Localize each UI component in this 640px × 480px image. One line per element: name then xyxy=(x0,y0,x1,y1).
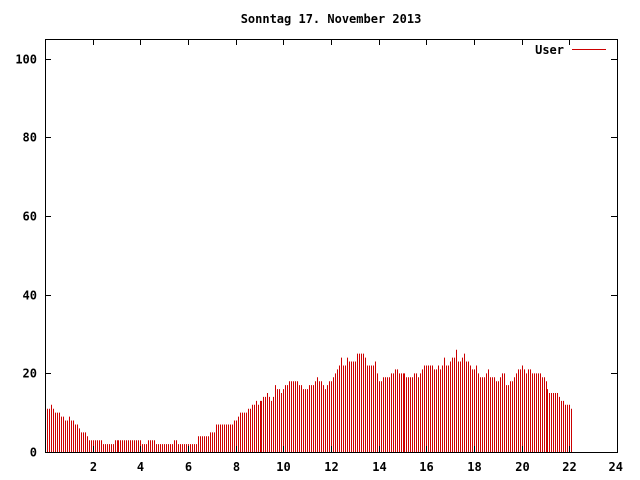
x-tick-label: 4 xyxy=(137,460,144,474)
x-tick-label: 16 xyxy=(419,460,433,474)
y-tick-label: 0 xyxy=(30,446,37,460)
y-tick-label: 20 xyxy=(23,367,37,381)
x-tick-label: 6 xyxy=(185,460,192,474)
legend-label-user: User xyxy=(535,43,564,57)
x-tick-label: 18 xyxy=(467,460,481,474)
x-tick-label: 24 xyxy=(609,460,623,474)
chart-title: Sonntag 17. November 2013 xyxy=(241,12,422,26)
y-tick-label: 100 xyxy=(15,53,37,67)
y-tick-label: 80 xyxy=(23,131,37,145)
x-tick-label: 2 xyxy=(90,460,97,474)
x-tick-label: 20 xyxy=(515,460,529,474)
legend: User xyxy=(535,43,606,57)
plot-frame xyxy=(45,39,618,453)
x-tick-label: 22 xyxy=(562,460,576,474)
x-tick-label: 8 xyxy=(233,460,240,474)
y-tick-label: 60 xyxy=(23,210,37,224)
x-tick-label: 12 xyxy=(324,460,338,474)
bars-group xyxy=(45,349,572,452)
x-tick-label: 14 xyxy=(372,460,386,474)
x-tick-label: 10 xyxy=(276,460,290,474)
y-tick-label: 40 xyxy=(23,289,37,303)
